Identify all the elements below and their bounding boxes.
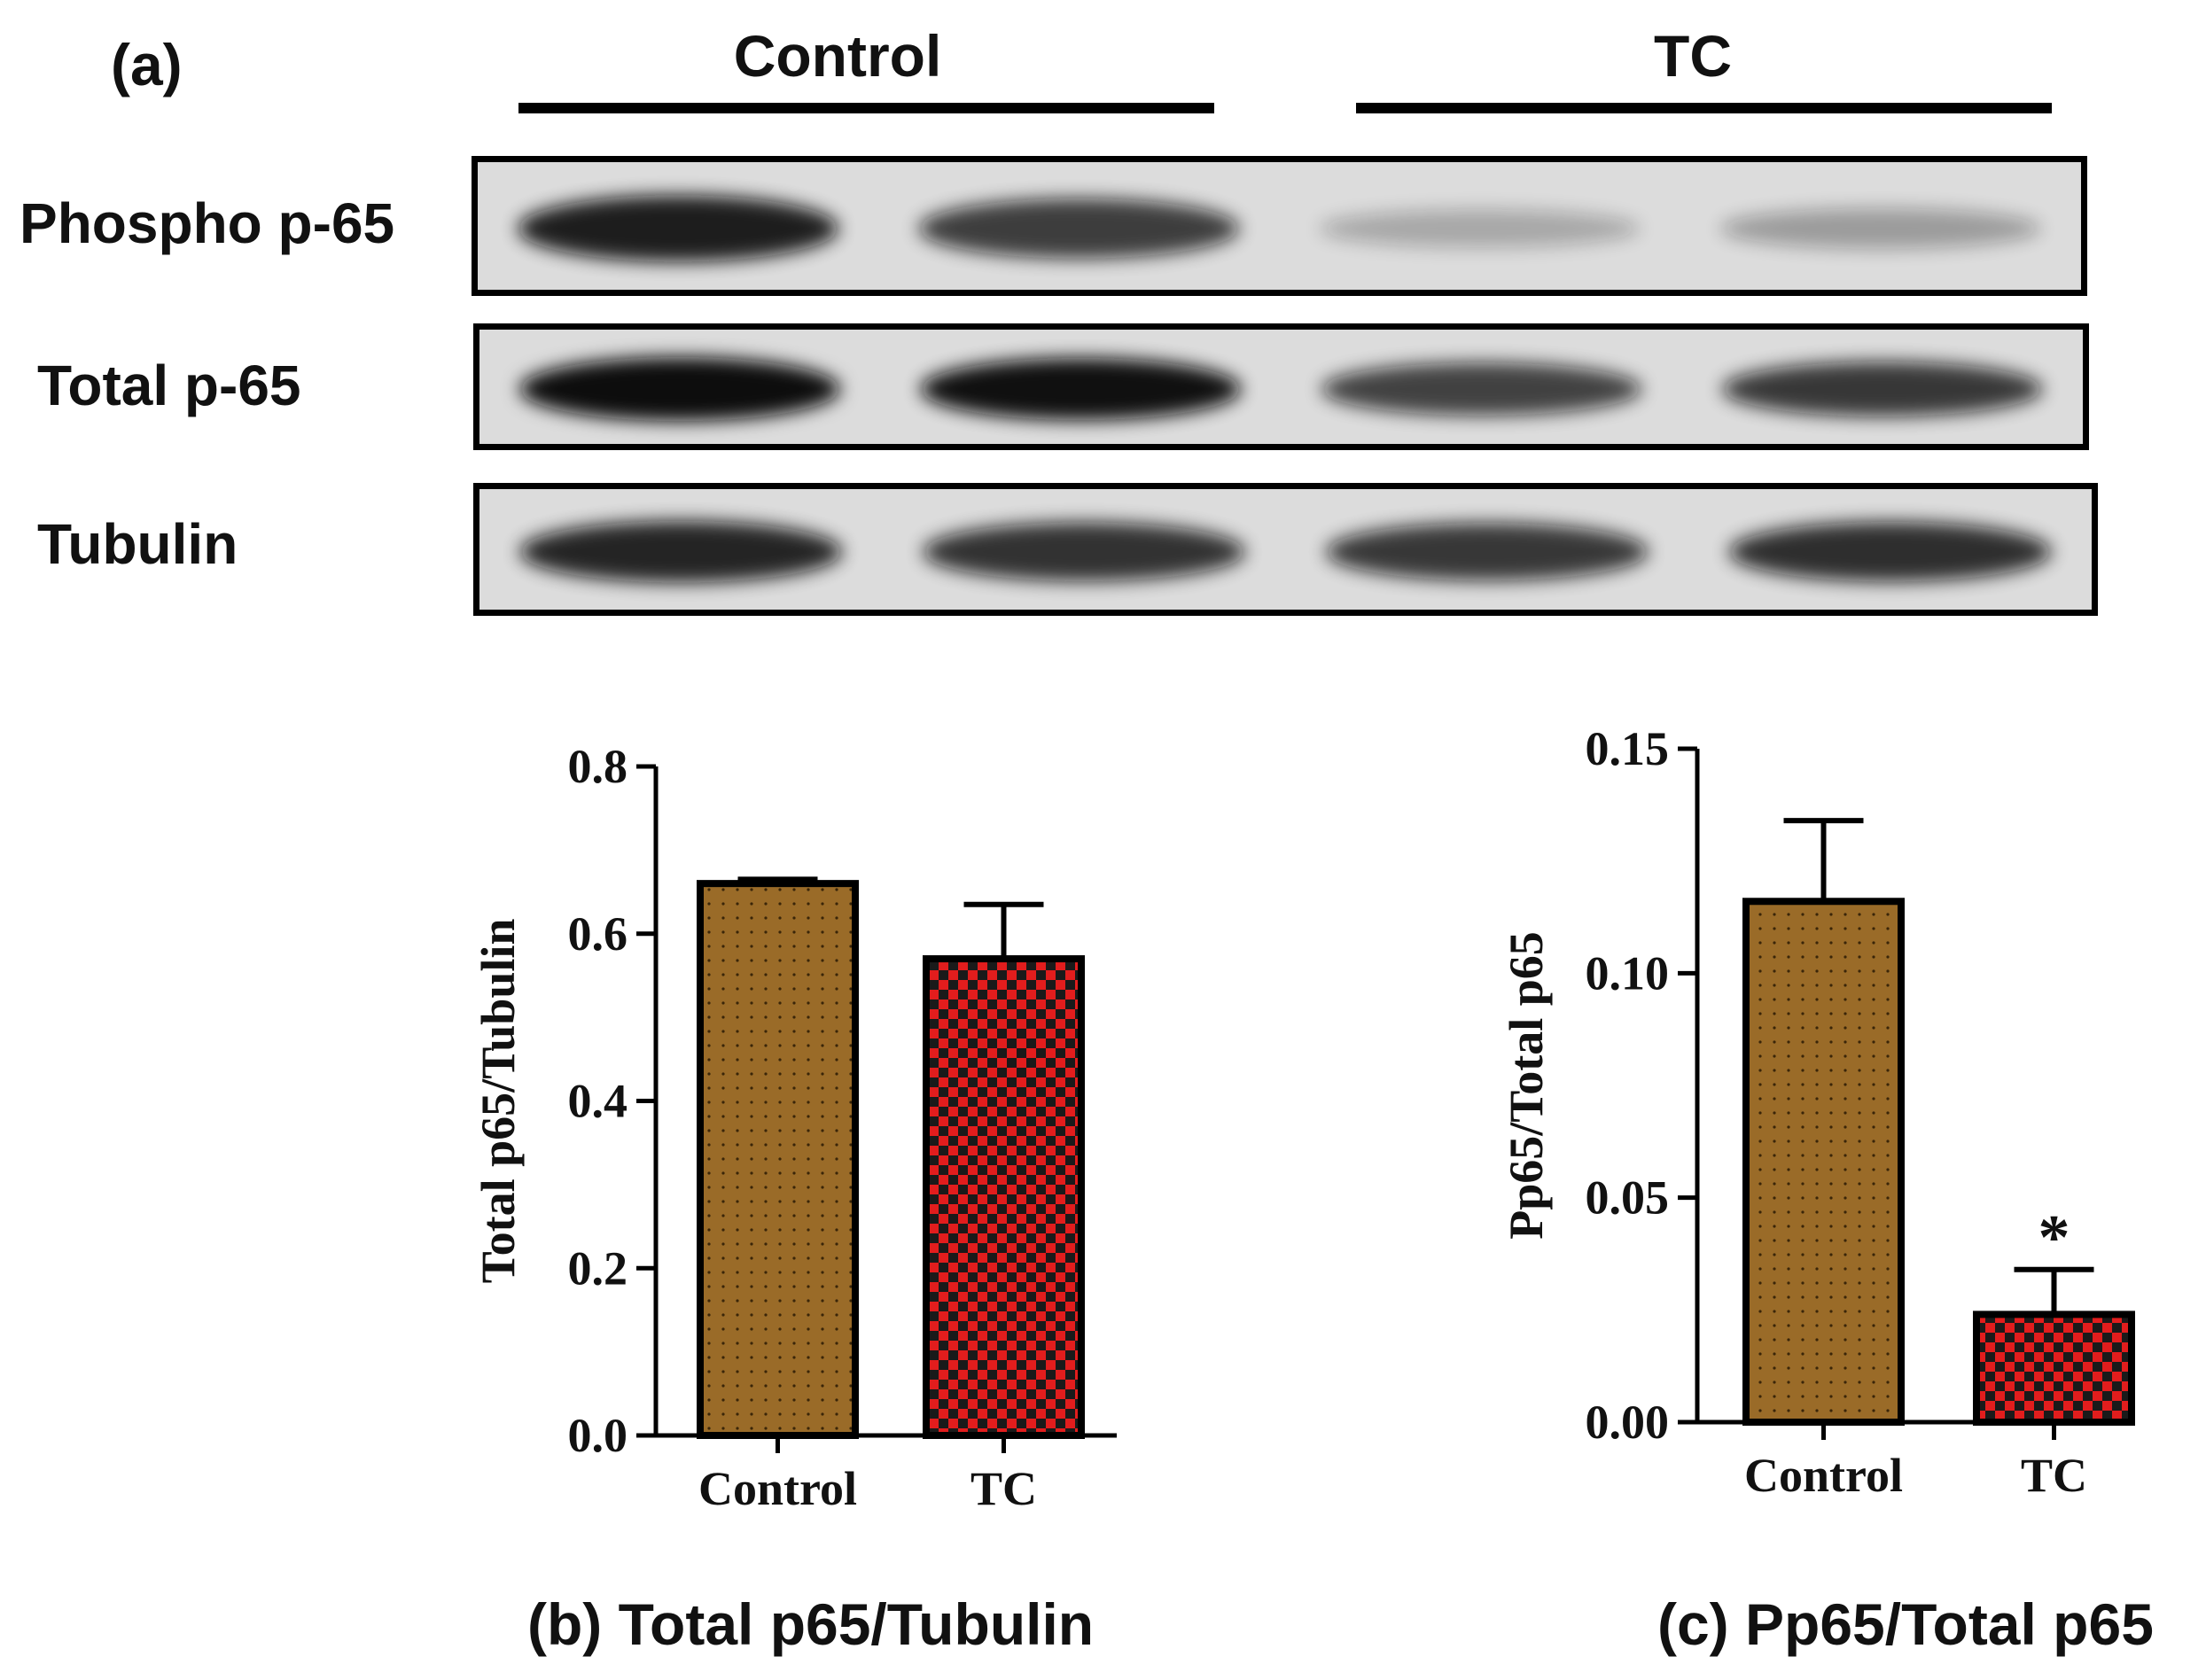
band-lane-4 (1721, 362, 2043, 417)
bar-control (697, 880, 859, 1439)
y-tick-label: 0.15 (1586, 722, 1670, 775)
band-lane-2 (918, 198, 1240, 259)
band-lane-2 (923, 522, 1246, 582)
bar-tc (1973, 1311, 2135, 1427)
x-tick-label: Control (1744, 1449, 1903, 1502)
chart-c: 0.00 0.05 0.10 0.15 Pp65/Total p65 Control TC * (1500, 722, 2135, 1502)
blot-tubulin-svg (479, 489, 2092, 610)
band-lane-4 (1728, 521, 2052, 582)
y-tick-label: 0.0 (568, 1409, 628, 1462)
chart-b: 0.0 0.2 0.4 0.6 0.8 Total p65/Tubulin Control T… (472, 740, 1117, 1515)
y-tick-label: 0.6 (568, 907, 628, 961)
blot-total-p65 (473, 323, 2089, 450)
x-tick-label: TC (970, 1462, 1037, 1515)
y-tick-label: 0.10 (1586, 946, 1670, 999)
x-tick-label: TC (2021, 1449, 2087, 1502)
band-lane-3 (1325, 523, 1649, 581)
band-lane-1 (518, 195, 839, 262)
y-axis-label: Pp65/Total p65 (1500, 931, 1553, 1240)
group-label-tc: TC (1654, 23, 1732, 89)
band-lane-3 (1321, 362, 1642, 416)
group-line-tc (1356, 103, 2052, 113)
blot-phospho-svg (478, 162, 2081, 290)
panel-a-label: (a) (111, 32, 183, 97)
y-tick-label: 0.05 (1586, 1171, 1670, 1225)
blot-phospho-p65 (472, 156, 2087, 296)
y-tick-label: 0.4 (568, 1075, 628, 1128)
row-label-tubulin: Tubulin (37, 512, 238, 576)
significance-mark: * (2038, 1202, 2070, 1273)
row-label-total: Total p-65 (37, 354, 301, 417)
y-axis-label: Total p65/Tubulin (472, 919, 525, 1284)
group-label-control: Control (733, 23, 942, 89)
bar-tc (923, 955, 1085, 1439)
y-tick-label: 0.00 (1586, 1396, 1670, 1449)
y-tick-label: 0.2 (568, 1241, 628, 1295)
y-tick-label: 0.8 (568, 740, 628, 793)
group-line-control (518, 103, 1214, 113)
band-lane-1 (519, 356, 841, 422)
x-tick-label: Control (698, 1462, 857, 1515)
band-lane-3 (1319, 209, 1641, 248)
blot-tubulin (473, 483, 2098, 616)
caption-b: (b) Total p65/Tubulin (527, 1591, 1095, 1657)
row-label-phospho: Phospho p-65 (19, 191, 395, 255)
band-lane-1 (519, 520, 843, 583)
band-lane-2 (920, 357, 1242, 421)
band-lane-4 (1719, 208, 2041, 249)
caption-c: (c) Pp65/Total p65 (1657, 1591, 2154, 1657)
blot-total-svg (479, 330, 2083, 444)
bar-control (1742, 898, 1905, 1426)
